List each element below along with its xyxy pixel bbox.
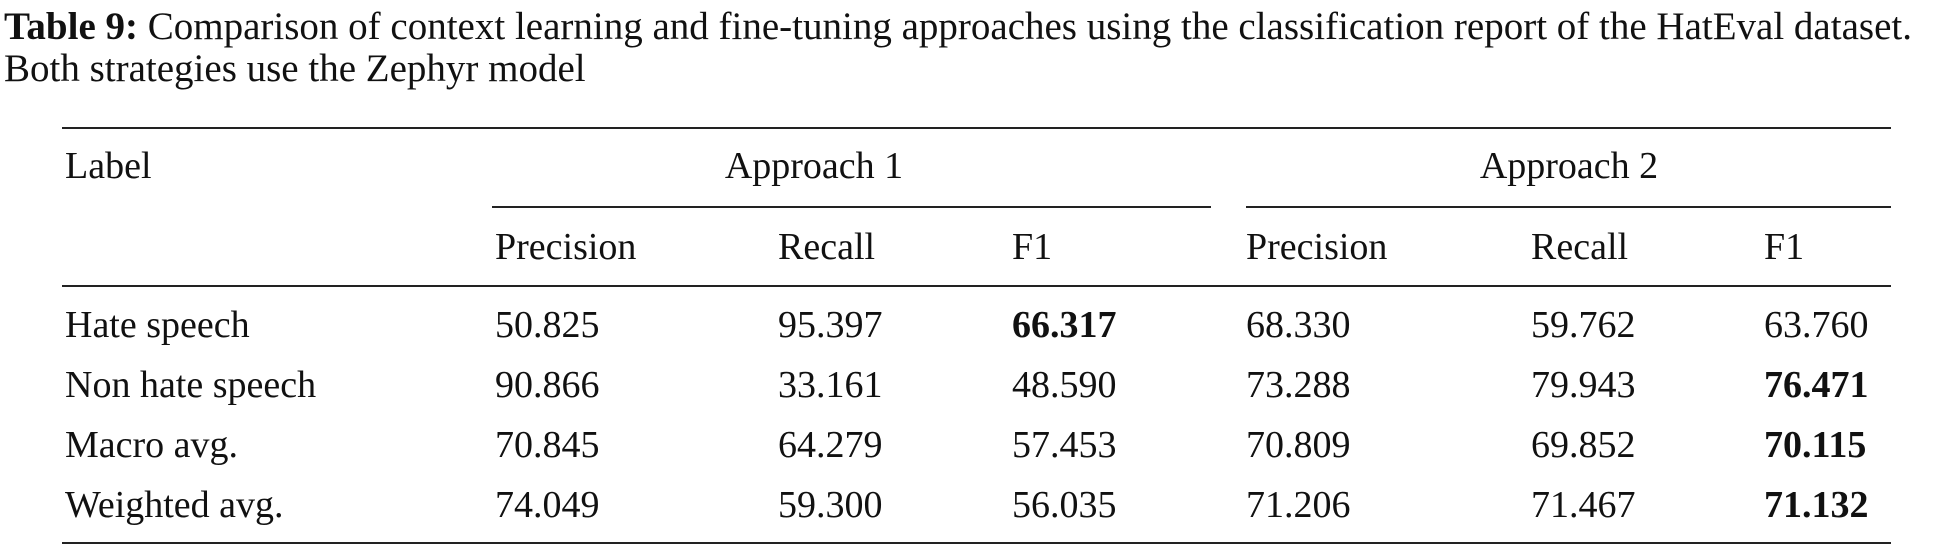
cell: 74.049: [495, 484, 600, 526]
cell: 79.943: [1531, 364, 1636, 406]
column-header: F1: [1012, 226, 1053, 268]
cell: 73.288: [1246, 364, 1351, 406]
caption-label: Table 9:: [4, 5, 139, 48]
row-label: Hate speech: [65, 304, 250, 346]
column-header: F1: [1764, 226, 1805, 268]
mid-rule: [62, 285, 1891, 287]
caption: Table 9: Comparison of context learning …: [4, 6, 1954, 90]
bottom-rule: [62, 542, 1891, 544]
cell: 76.471: [1764, 364, 1869, 406]
cell: 48.590: [1012, 364, 1117, 406]
column-header: Recall: [778, 226, 876, 268]
cell: 59.300: [778, 484, 883, 526]
row-label: Weighted avg.: [65, 484, 284, 526]
column-header: Precision: [495, 226, 637, 268]
column-header: Precision: [1246, 226, 1388, 268]
row-header: Label: [65, 145, 152, 187]
cell: 71.132: [1764, 484, 1869, 526]
cell: 33.161: [778, 364, 883, 406]
cell: 90.866: [495, 364, 600, 406]
column-header: Recall: [1531, 226, 1629, 268]
group-rule: [492, 206, 1211, 208]
cell: 71.467: [1531, 484, 1636, 526]
group-header: Approach 1: [724, 145, 904, 187]
group-rule: [1246, 206, 1891, 208]
cell: 64.279: [778, 424, 883, 466]
row-label: Macro avg.: [65, 424, 239, 466]
cell: 59.762: [1531, 304, 1636, 346]
cell: 95.397: [778, 304, 883, 346]
cell: 70.115: [1764, 424, 1867, 466]
cell: 69.852: [1531, 424, 1636, 466]
top-rule: [62, 127, 1891, 129]
cell: 50.825: [495, 304, 600, 346]
cell: 70.809: [1246, 424, 1351, 466]
cell: 66.317: [1012, 304, 1117, 346]
cell: 57.453: [1012, 424, 1117, 466]
cell: 63.760: [1764, 304, 1869, 346]
cell: 56.035: [1012, 484, 1117, 526]
cell: 71.206: [1246, 484, 1351, 526]
cell: 68.330: [1246, 304, 1351, 346]
group-header: Approach 2: [1479, 145, 1659, 187]
caption-text: Comparison of context learning and fine-…: [4, 5, 1912, 90]
cell: 70.845: [495, 424, 600, 466]
row-label: Non hate speech: [65, 364, 317, 406]
